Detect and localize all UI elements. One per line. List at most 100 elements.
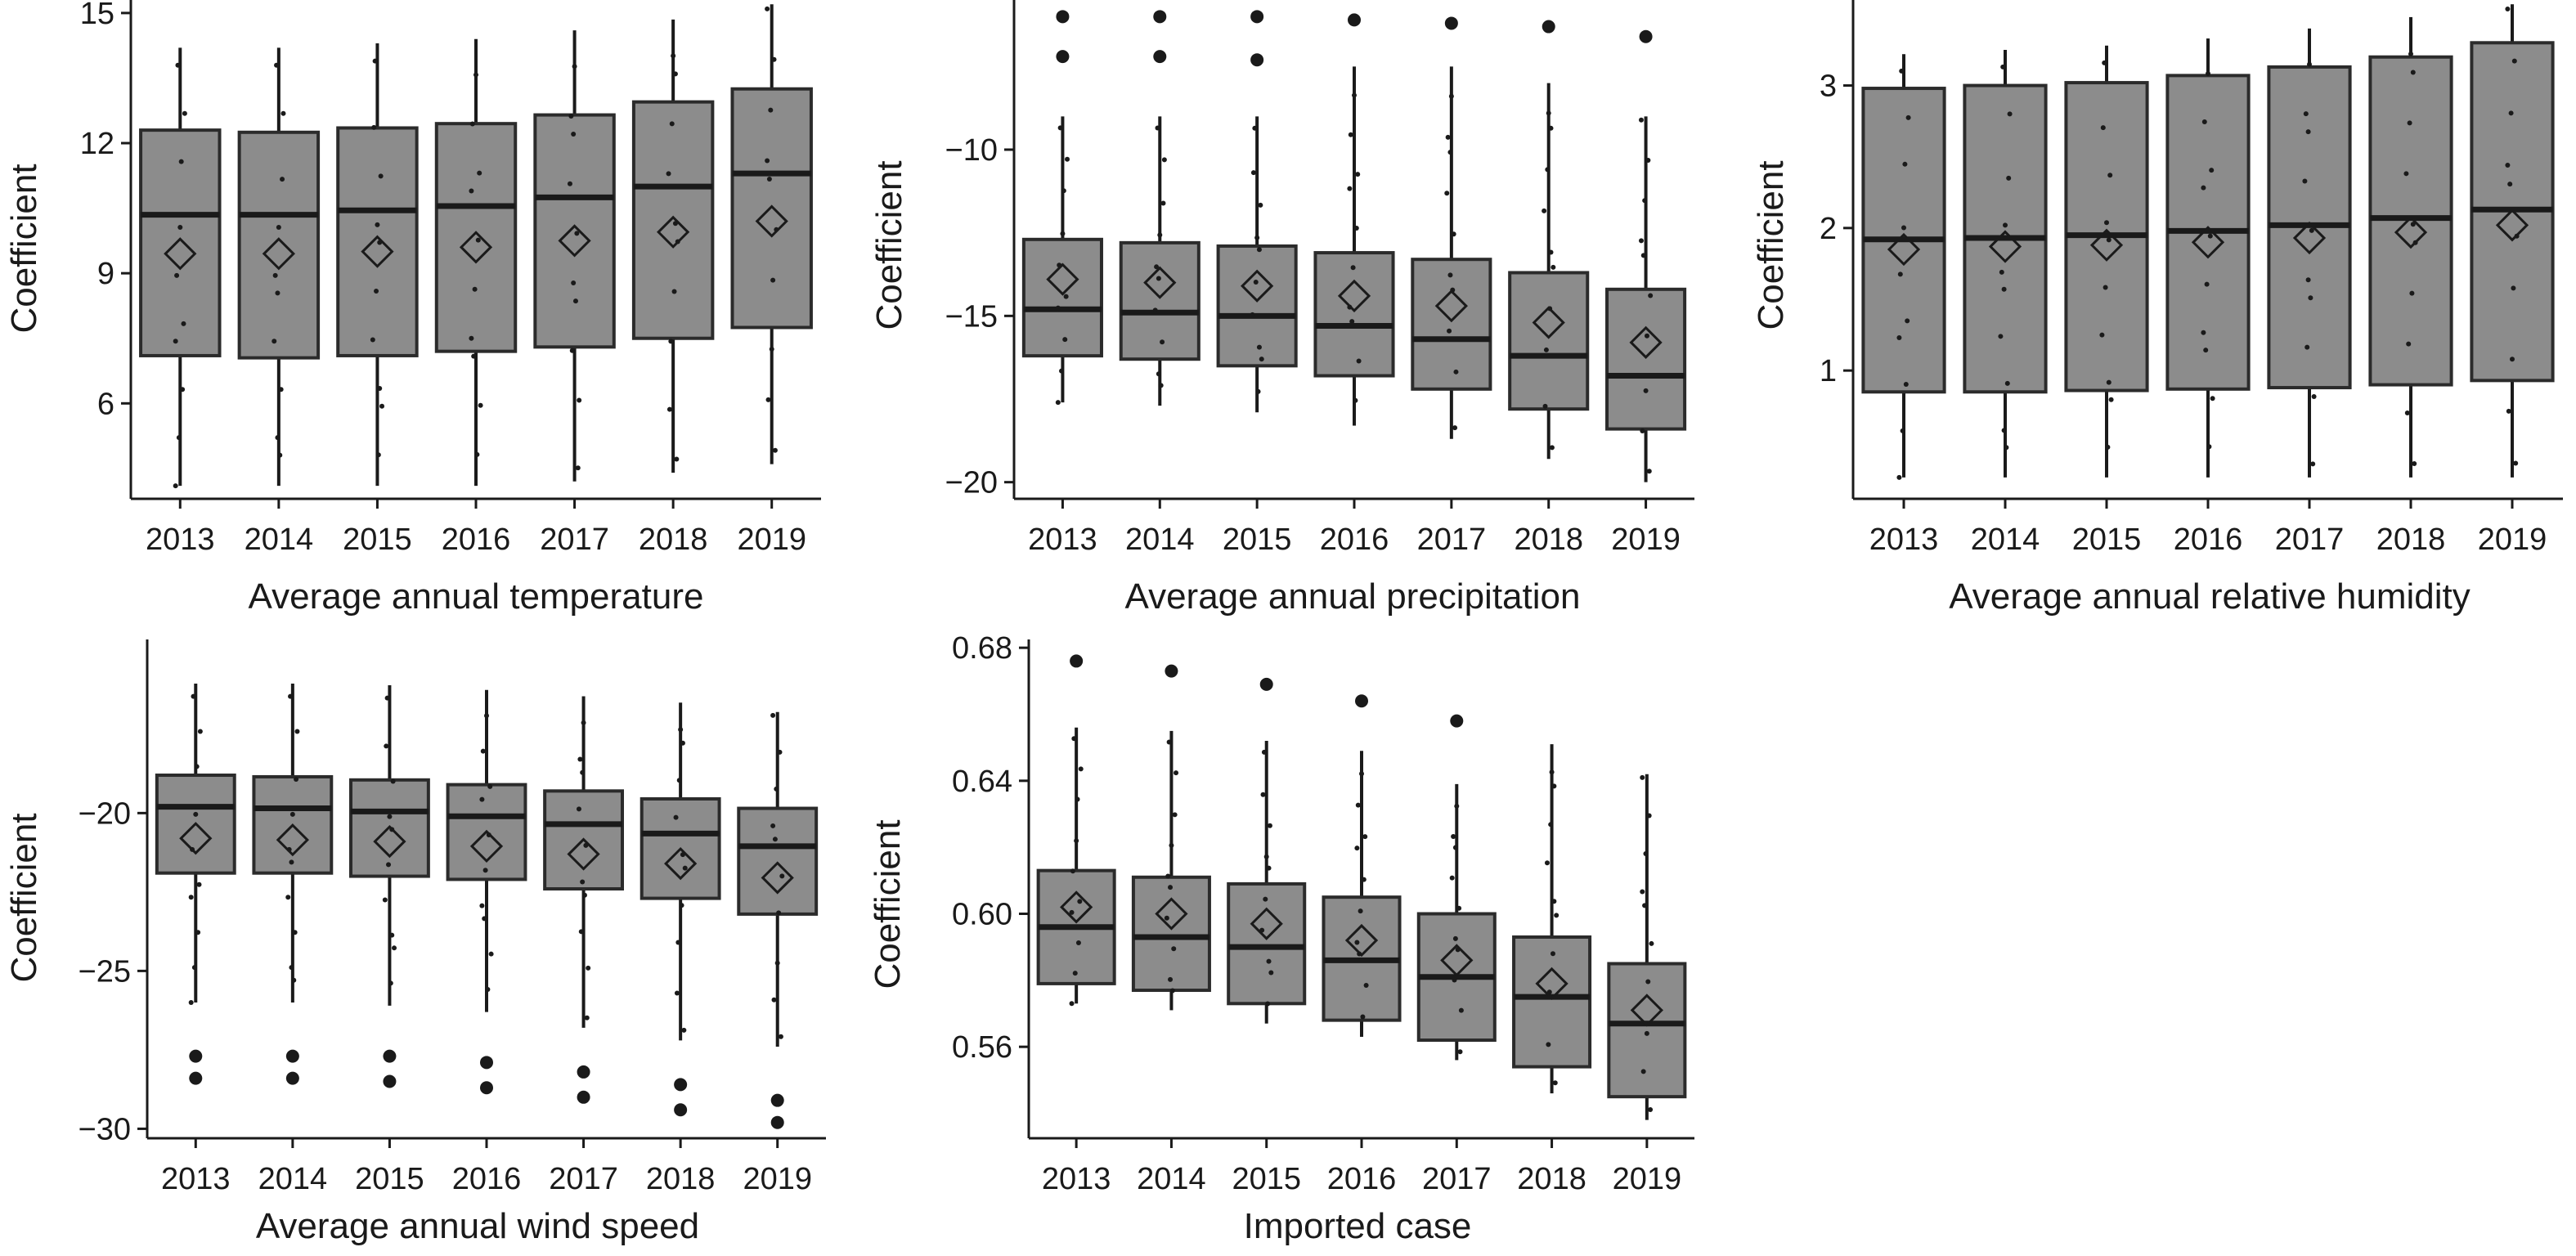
mean-marker [1434, 289, 1468, 323]
plot-area: −30 −25 −20 2013 2014 2015 2016 2017 2018 2019 [79, 639, 826, 1196]
sample-point [586, 965, 591, 971]
sample-point [774, 786, 779, 792]
outlier-point [285, 1049, 299, 1063]
sample-point [574, 231, 580, 236]
outlier-point [577, 1090, 590, 1104]
sample-point [1160, 200, 1166, 206]
x-tick-label: 2014 [1137, 1162, 1206, 1196]
sample-point [580, 879, 586, 885]
sample-point [2412, 460, 2417, 466]
sample-point [1554, 913, 1560, 918]
sample-point [769, 347, 774, 352]
sample-point [1551, 899, 1557, 904]
mean-marker [1250, 907, 1283, 940]
sample-point [774, 960, 780, 966]
mean-marker [1629, 325, 1663, 359]
outlier-point [285, 1071, 299, 1085]
x-tick-label: 2013 [161, 1162, 231, 1196]
sample-point [2106, 237, 2112, 243]
plot-area: 1 2 3 2013 2014 2015 2016 2017 2018 2019 [1820, 0, 2563, 557]
sample-point [2210, 396, 2215, 401]
sample-point [1999, 269, 2004, 275]
sample-point [2004, 445, 2009, 451]
y-axis-title: Coefficient [1751, 160, 1791, 330]
sample-point [1362, 834, 1368, 840]
mean-marker [1060, 890, 1093, 924]
box-2013 [155, 684, 236, 1085]
x-tick-label: 2013 [146, 523, 215, 557]
sample-point [1156, 276, 1161, 281]
sample-point [1065, 156, 1070, 162]
x-axis-title: Average annual wind speed [256, 1206, 699, 1246]
sample-point [371, 124, 377, 130]
x-tick-label: 2015 [1232, 1162, 1301, 1196]
box-2018 [640, 702, 721, 1117]
x-tick-label: 2015 [343, 523, 412, 557]
box-2014 [1963, 50, 2048, 478]
y-tick-label: −25 [79, 954, 131, 989]
sample-point [765, 6, 770, 11]
sample-point [772, 447, 778, 453]
sample-point [768, 107, 774, 113]
x-axis-title: Average annual precipitation [1125, 576, 1581, 617]
sample-point [1456, 905, 1462, 911]
plot-area: 6 9 12 15 2013 2014 2015 2016 2017 2018 2019 [80, 0, 821, 557]
sample-point [584, 1015, 590, 1020]
sample-point [289, 965, 294, 971]
sample-point [1072, 971, 1078, 976]
sample-point [1254, 235, 1260, 240]
x-axis-title: Imported case [1244, 1206, 1472, 1246]
sample-point [2407, 120, 2412, 126]
sample-point [2001, 428, 2007, 433]
sample-point [294, 729, 300, 734]
sample-point [1266, 865, 1272, 871]
sample-point [487, 783, 493, 789]
outlier-point [189, 1071, 203, 1085]
x-tick-label: 2016 [452, 1162, 522, 1196]
sample-point [274, 62, 280, 68]
sample-point [1353, 397, 1358, 403]
sample-point [571, 132, 577, 137]
sample-point [1348, 132, 1353, 137]
box-2014 [252, 684, 334, 1085]
sample-point [572, 64, 577, 70]
sample-point [2310, 461, 2316, 467]
iqr-box [237, 130, 321, 360]
sample-point [275, 290, 280, 296]
sample-point [280, 177, 285, 182]
sample-point [1353, 225, 1359, 231]
x-tick-label: 2019 [1611, 523, 1681, 557]
sample-point [469, 121, 475, 127]
sample-point [173, 339, 178, 344]
box-2017 [1411, 16, 1492, 439]
sample-point [1902, 161, 1908, 167]
box-2016 [434, 38, 518, 487]
sample-point [571, 280, 577, 286]
sample-point [1451, 231, 1456, 237]
sample-point [2201, 185, 2206, 191]
iqr-box [434, 122, 518, 353]
sample-point [389, 932, 395, 938]
sample-point [678, 727, 684, 733]
sample-point [1445, 134, 1451, 140]
x-tick-label: 2017 [1417, 523, 1487, 557]
y-tick-label: −20 [79, 796, 131, 831]
sample-point [188, 999, 194, 1005]
y-tick-label: 6 [97, 387, 114, 421]
sample-point [2201, 330, 2206, 335]
sample-point [2204, 281, 2210, 287]
sample-point [1155, 125, 1160, 131]
sample-point [471, 353, 477, 359]
box-2014 [1131, 664, 1211, 1011]
sample-point [1546, 1042, 1551, 1047]
sample-point [484, 713, 489, 719]
iqr-box [1607, 962, 1687, 1099]
sample-point [2406, 341, 2412, 347]
sample-point [374, 289, 379, 294]
sample-point [1447, 328, 1452, 334]
sample-point [679, 903, 684, 908]
sample-point [1061, 188, 1066, 194]
x-axis-title: Average annual relative humidity [1949, 576, 2471, 617]
box-2018 [631, 19, 715, 473]
sample-point [1642, 198, 1648, 204]
